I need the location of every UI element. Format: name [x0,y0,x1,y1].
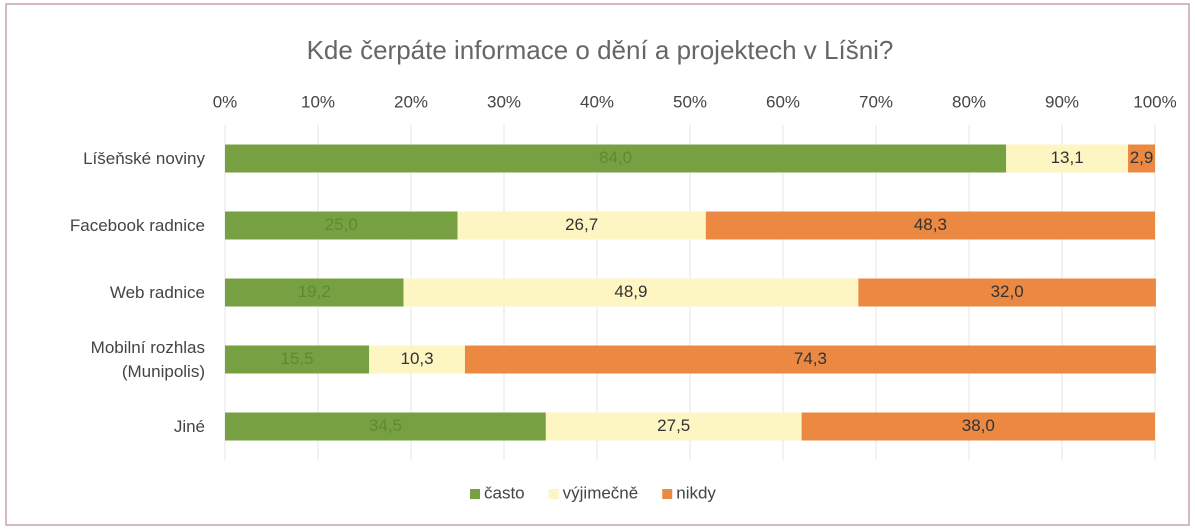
y-tick-label: Jiné [173,416,205,436]
bar-segment [225,412,546,441]
data-label: 25,0 [325,215,358,234]
data-label: 74,3 [794,349,827,368]
data-label: 32,0 [991,282,1024,301]
x-tick-label: 60% [766,92,800,111]
x-tick-label: 0% [213,92,238,111]
x-tick-label: 40% [580,92,614,111]
data-label: 15,5 [281,349,314,368]
y-tick-label: Facebook radnice [69,215,205,235]
legend-swatch [662,489,673,499]
chart-border [5,3,1190,526]
legend-label: výjimečně [563,483,639,502]
bar-segment [369,345,465,374]
x-tick-label: 70% [859,92,893,111]
bar-segment [403,278,859,307]
bar-segment [545,412,802,441]
bar-segment [464,345,1156,374]
data-label: 27,5 [657,416,690,435]
y-tick-label: Web radnice [109,282,205,302]
bar-segment [225,278,404,307]
bar-segment [225,144,1007,173]
bar-segment [225,211,458,240]
legend-label: často [484,483,525,502]
y-tick-label: Líšeňské noviny [83,148,205,168]
x-tick-label: 10% [301,92,335,111]
data-label: 34,5 [369,416,402,435]
bar-segment [457,211,706,240]
data-label: 26,7 [565,215,598,234]
x-tick-label: 100% [1133,92,1176,111]
legend-swatch [470,489,480,499]
bar-segment [225,345,370,374]
data-label: 38,0 [962,416,995,435]
x-tick-label: 50% [673,92,707,111]
data-label: 19,2 [298,282,331,301]
y-tick-label: Mobilní rozhlas (Munipolis) [90,337,205,381]
bar-segment [1006,144,1129,173]
chart-title: Kde čerpáte informace o dění a projektec… [307,35,894,65]
data-label: 84,0 [599,148,632,167]
bar-segment [705,211,1155,240]
bar-segment [1128,144,1155,173]
data-label: 2,9 [1130,148,1154,167]
bar-segment [801,412,1155,441]
legend-swatch [548,489,559,499]
data-label: 48,9 [614,282,647,301]
x-tick-label: 90% [1045,92,1079,111]
x-tick-label: 20% [394,92,428,111]
x-tick-label: 80% [952,92,986,111]
bar-segment [858,278,1156,307]
data-label: 10,3 [400,349,433,368]
x-tick-label: 30% [487,92,521,111]
data-label: 13,1 [1051,148,1084,167]
data-label: 48,3 [914,215,947,234]
legend-label: nikdy [676,483,716,502]
